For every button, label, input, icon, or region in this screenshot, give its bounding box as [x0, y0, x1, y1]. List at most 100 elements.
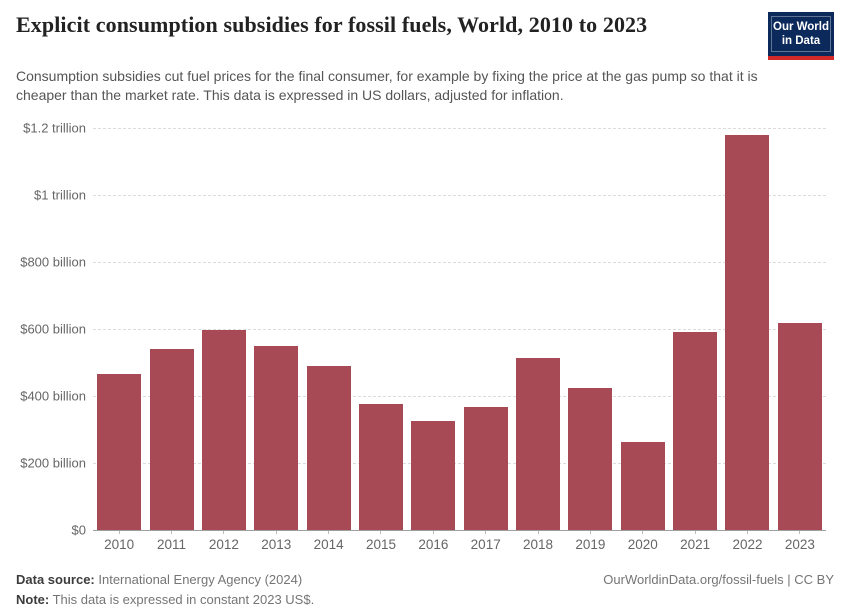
bar-slot: [250, 128, 302, 530]
y-gridline: [93, 462, 826, 464]
x-axis-tick-label: 2011: [157, 536, 187, 552]
footer-left: Data source: International Energy Agency…: [16, 570, 314, 610]
y-axis-tick-label: $1.2 trillion: [23, 120, 86, 136]
bar-2012[interactable]: [201, 329, 246, 530]
bar-2023[interactable]: [777, 323, 822, 530]
x-axis-tick-label: 2021: [680, 536, 711, 552]
x-axis-tick: [799, 529, 801, 534]
x-axis-tick: [171, 529, 173, 534]
x-axis-tick: [223, 529, 225, 534]
bar-slot: [669, 128, 721, 530]
x-axis-label-slot: 2014: [302, 529, 354, 552]
bar-slot: [774, 128, 826, 530]
bar-slot: [407, 128, 459, 530]
x-axis-tick-label: 2014: [313, 536, 344, 552]
data-source-value: International Energy Agency (2024): [94, 571, 303, 587]
owid-logo-accent-bar: [768, 56, 834, 61]
x-axis-label-slot: 2017: [460, 529, 512, 552]
bar-chart: $0 $200 billion $400 billion $600 billion $8…: [16, 120, 834, 552]
x-axis-tick: [118, 529, 120, 534]
owid-logo-box: Our World in Data: [768, 12, 834, 57]
footer-right: OurWorldinData.org/fossil-fuels | CC BY: [603, 570, 834, 590]
bar-2017[interactable]: [463, 406, 508, 530]
x-axis-tick: [275, 529, 277, 534]
owid-logo-line2: in Data: [781, 35, 821, 48]
note-label: Note:: [16, 591, 50, 607]
x-axis-label-slot: 2012: [198, 529, 250, 552]
bar-2010[interactable]: [97, 374, 142, 530]
owid-logo-line1: Our World: [773, 21, 830, 33]
x-axis-label-slot: 2013: [250, 529, 302, 552]
y-gridline: [93, 395, 826, 397]
bar-2018[interactable]: [516, 357, 561, 530]
bar-2020[interactable]: [620, 441, 665, 530]
bar-slot: [198, 128, 250, 530]
data-source-line: Data source: International Energy Agency…: [16, 570, 314, 590]
x-axis-tick: [589, 529, 591, 534]
x-axis-label-slot: 2020: [617, 529, 669, 552]
data-source-label: Data source:: [16, 571, 95, 587]
x-axis-tick: [642, 529, 644, 534]
x-axis-tick-label: 2019: [575, 536, 606, 552]
bar-slot: [93, 128, 145, 530]
page-title: Explicit consumption subsidies for fossi…: [16, 12, 648, 37]
x-axis-label-slot: 2011: [145, 529, 197, 552]
owid-logo[interactable]: Our World in Data: [768, 12, 834, 61]
x-axis-tick-label: 2022: [732, 536, 763, 552]
x-axis-tick: [432, 529, 434, 534]
note-value: This data is expressed in constant 2023 …: [49, 591, 315, 607]
bar-slot: [355, 128, 407, 530]
y-gridline: [93, 328, 826, 330]
x-axis-tick-label: 2020: [627, 536, 658, 552]
x-axis-label-slot: 2010: [93, 529, 145, 552]
y-gridline: [93, 261, 826, 263]
bar-2011[interactable]: [149, 348, 194, 530]
x-axis-label-slot: 2015: [355, 529, 407, 552]
bar-2021[interactable]: [673, 332, 718, 530]
x-axis-tick-label: 2013: [261, 536, 292, 552]
x-axis-tick: [746, 529, 748, 534]
y-axis-tick-label: $0: [71, 522, 86, 538]
bar-slot: [512, 128, 564, 530]
bar-slot: [721, 128, 773, 530]
x-axis-tick-label: 2010: [104, 536, 135, 552]
x-axis-label-slot: 2016: [407, 529, 459, 552]
x-axis-tick-label: 2023: [784, 536, 815, 552]
plot-area: $0 $200 billion $400 billion $600 billion $8…: [20, 120, 826, 537]
owid-logo-text: Our World in Data: [771, 16, 831, 53]
x-axis-labels: 2010 2011 2012 2013 2014 2015 2016 2017 2018 2019…: [93, 529, 826, 552]
y-gridline: [93, 127, 826, 129]
bar-2019[interactable]: [568, 388, 613, 530]
y-axis-tick-label: $400 billion: [20, 388, 86, 404]
bar-2014[interactable]: [306, 365, 351, 530]
bar-slot: [564, 128, 616, 530]
x-axis-tick: [328, 529, 330, 534]
y-axis-tick-label: $1 trillion: [33, 187, 86, 203]
chart-subtitle: Consumption subsidies cut fuel prices fo…: [16, 68, 758, 103]
bar-2015[interactable]: [358, 403, 403, 530]
y-gridline: [93, 194, 826, 196]
bar-slot: [460, 128, 512, 530]
x-axis-label-slot: 2019: [564, 529, 616, 552]
x-axis-tick-label: 2012: [208, 536, 239, 552]
bar-2022[interactable]: [725, 134, 770, 530]
bar-2013[interactable]: [254, 345, 299, 530]
x-axis-tick: [537, 529, 539, 534]
owid-citation-link[interactable]: OurWorldinData.org/fossil-fuels | CC BY: [603, 571, 834, 587]
footer: Data source: International Energy Agency…: [16, 570, 834, 610]
x-axis-tick: [485, 529, 487, 534]
x-axis-tick-label: 2018: [523, 536, 554, 552]
y-axis-tick-label: $200 billion: [20, 455, 86, 471]
x-axis-tick-label: 2015: [365, 536, 396, 552]
bar-2016[interactable]: [411, 420, 456, 530]
x-axis-label-slot: 2021: [669, 529, 721, 552]
y-axis-tick-label: $800 billion: [20, 254, 86, 270]
x-axis-tick-label: 2016: [418, 536, 449, 552]
bars-row: [93, 128, 826, 530]
x-axis-label-slot: 2018: [512, 529, 564, 552]
y-axis-tick-label: $600 billion: [20, 321, 86, 337]
bar-slot: [617, 128, 669, 530]
x-axis-tick-label: 2017: [470, 536, 501, 552]
x-axis-tick: [380, 529, 382, 534]
